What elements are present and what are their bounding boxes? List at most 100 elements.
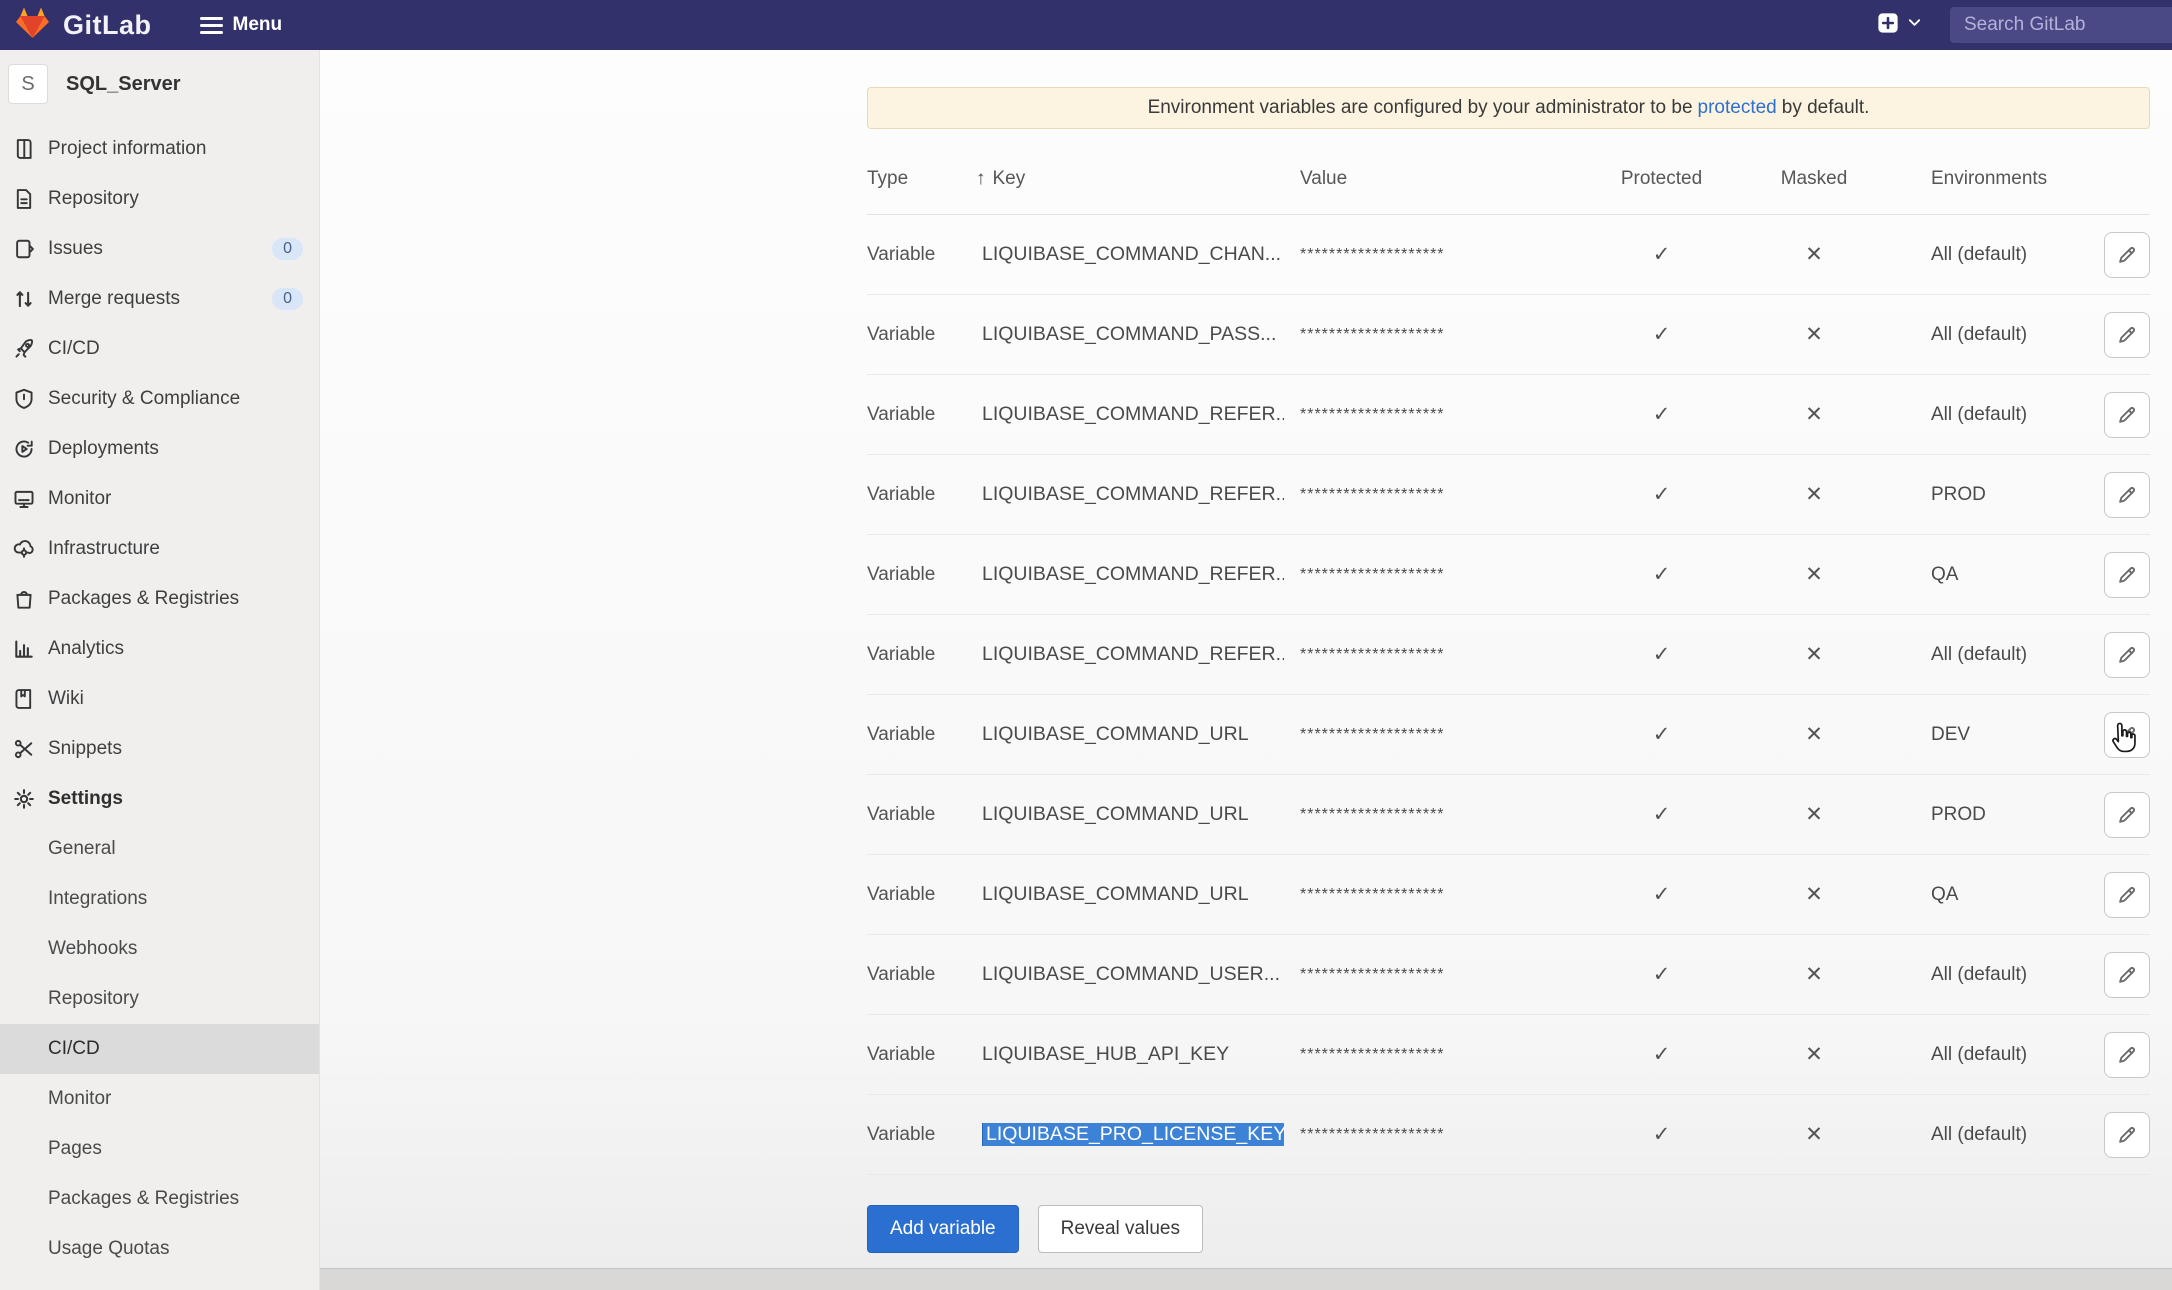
top-navbar: GitLab Menu [0, 0, 2172, 50]
edit-variable-button[interactable] [2104, 311, 2150, 358]
col-protected: Protected [1620, 168, 1703, 189]
edit-variable-button[interactable] [2104, 871, 2150, 918]
sidebar-item-security-compliance[interactable]: Security & Compliance [0, 374, 319, 424]
edit-variable-button[interactable] [2104, 551, 2150, 598]
masked-value: ******************** [1300, 245, 1445, 263]
sidebar-item-analytics[interactable]: Analytics [0, 624, 319, 674]
protected-check-icon: ✓ [1652, 563, 1671, 586]
project-sidebar: S SQL_Server Project information Reposit… [0, 50, 320, 1290]
merge-requests-icon [13, 288, 35, 310]
repository-icon [13, 188, 35, 210]
sidebar-subitem-webhooks[interactable]: Webhooks [48, 938, 138, 959]
protected-check-icon: ✓ [1652, 643, 1671, 666]
sidebar-item-deployments[interactable]: Deployments [0, 424, 319, 474]
sidebar-item-packages-registries[interactable]: Packages & Registries [0, 574, 319, 624]
edit-variable-button[interactable] [2104, 791, 2150, 838]
variable-key: LIQUIBASE_COMMAND_URL [982, 803, 1249, 825]
sidebar-item-monitor[interactable]: Monitor [0, 474, 319, 524]
gitlab-tanuki-logo-icon [14, 6, 51, 45]
masked-cross-icon: ✕ [1805, 723, 1823, 746]
issues-count-badge: 0 [272, 238, 303, 260]
menu-label: Menu [232, 14, 283, 35]
variable-key: LIQUIBASE_HUB_API_KEY [982, 1043, 1230, 1065]
sidebar-item-label: Deployments [48, 438, 159, 459]
protected-link[interactable]: protected [1697, 97, 1777, 118]
protected-check-icon: ✓ [1652, 1123, 1671, 1146]
hamburger-icon [199, 16, 223, 34]
sidebar-item-repository[interactable]: Repository [0, 174, 319, 224]
environment-scope: PROD [1931, 483, 1986, 505]
admin-protected-banner: Environment variables are configured by … [867, 87, 2150, 129]
wiki-book-icon [13, 688, 35, 710]
package-bag-icon [13, 588, 35, 610]
protected-check-icon: ✓ [1652, 323, 1671, 346]
rocket-icon [13, 338, 35, 360]
edit-variable-button[interactable] [2104, 1031, 2150, 1078]
masked-value: ******************** [1300, 565, 1445, 583]
chevron-down-icon [1907, 16, 1922, 34]
sidebar-item-settings[interactable]: Settings [0, 774, 319, 824]
masked-value: ******************** [1300, 725, 1445, 743]
sidebar-subitem-cicd[interactable]: CI/CD [0, 1024, 319, 1074]
monitor-icon [13, 488, 35, 510]
sidebar-item-snippets[interactable]: Snippets [0, 724, 319, 774]
sidebar-item-cicd[interactable]: CI/CD [0, 324, 319, 374]
masked-cross-icon: ✕ [1805, 963, 1823, 986]
add-variable-button[interactable]: Add variable [867, 1205, 1019, 1253]
reveal-values-button[interactable]: Reveal values [1037, 1205, 1203, 1253]
edit-variable-button[interactable] [2104, 1111, 2150, 1158]
project-information-icon [13, 138, 35, 160]
sidebar-item-label: Snippets [48, 738, 122, 759]
variable-key: LIQUIBASE_COMMAND_URL [982, 883, 1249, 905]
table-row: Variable LIQUIBASE_COMMAND_PASS... *****… [867, 295, 2150, 375]
variable-key: LIQUIBASE_COMMAND_CHAN... [982, 243, 1282, 265]
table-row: Variable LIQUIBASE_COMMAND_URL *********… [867, 855, 2150, 935]
deployments-icon [13, 438, 35, 460]
new-item-dropdown[interactable] [1877, 12, 1922, 39]
brand-name: GitLab [63, 9, 152, 40]
bar-chart-icon [13, 638, 35, 660]
table-row: Variable LIQUIBASE_HUB_API_KEY *********… [867, 1015, 2150, 1095]
masked-value: ******************** [1300, 965, 1445, 983]
sidebar-subitem-general[interactable]: General [48, 838, 116, 859]
sidebar-subitem-pages[interactable]: Pages [48, 1138, 102, 1159]
shield-icon [13, 388, 35, 410]
sidebar-item-wiki[interactable]: Wiki [0, 674, 319, 724]
col-environments: Environments [1931, 168, 2048, 189]
masked-cross-icon: ✕ [1805, 323, 1823, 346]
edit-variable-button[interactable] [2104, 951, 2150, 998]
search-box [1950, 7, 2172, 43]
sidebar-subitem-repository[interactable]: Repository [48, 988, 139, 1009]
search-input[interactable] [1950, 14, 2172, 36]
sidebar-subitem-integrations[interactable]: Integrations [48, 888, 148, 909]
sidebar-subitem-monitor[interactable]: Monitor [48, 1088, 112, 1109]
edit-variable-button[interactable] [2104, 631, 2150, 678]
masked-value: ******************** [1300, 405, 1445, 423]
gitlab-brand-link[interactable]: GitLab [0, 6, 152, 45]
sidebar-subitem-packages-registries[interactable]: Packages & Registries [48, 1188, 240, 1209]
project-header[interactable]: S SQL_Server [0, 50, 319, 114]
sidebar-subitem-usage-quotas[interactable]: Usage Quotas [48, 1238, 170, 1259]
col-key[interactable]: ↑ Key [976, 168, 1026, 189]
variable-key: LIQUIBASE_COMMAND_REFER... [982, 563, 1284, 585]
edit-variable-button[interactable] [2104, 471, 2150, 518]
edit-variable-button[interactable] [2104, 231, 2150, 278]
menu-button[interactable]: Menu [199, 14, 283, 36]
masked-cross-icon: ✕ [1805, 643, 1823, 666]
sidebar-item-issues[interactable]: Issues 0 [0, 224, 319, 274]
plus-icon [1877, 12, 1899, 39]
table-row: Variable LIQUIBASE_COMMAND_CHAN... *****… [867, 215, 2150, 295]
edit-variable-button[interactable] [2104, 391, 2150, 438]
edit-variable-button-hovered[interactable] [2104, 711, 2150, 758]
sidebar-item-infrastructure[interactable]: Infrastructure [0, 524, 319, 574]
masked-cross-icon: ✕ [1805, 1123, 1823, 1146]
masked-value: ******************** [1300, 645, 1445, 663]
table-row-selected: Variable LIQUIBASE_PRO_LICENSE_KEY *****… [867, 1095, 2150, 1175]
masked-cross-icon: ✕ [1805, 403, 1823, 426]
variables-section: Environment variables are configured by … [867, 87, 2150, 1253]
sidebar-item-merge-requests[interactable]: Merge requests 0 [0, 274, 319, 324]
sort-ascending-icon: ↑ [976, 168, 986, 189]
sidebar-item-project-information[interactable]: Project information [0, 124, 319, 174]
variable-key: LIQUIBASE_COMMAND_REFER... [982, 643, 1284, 665]
